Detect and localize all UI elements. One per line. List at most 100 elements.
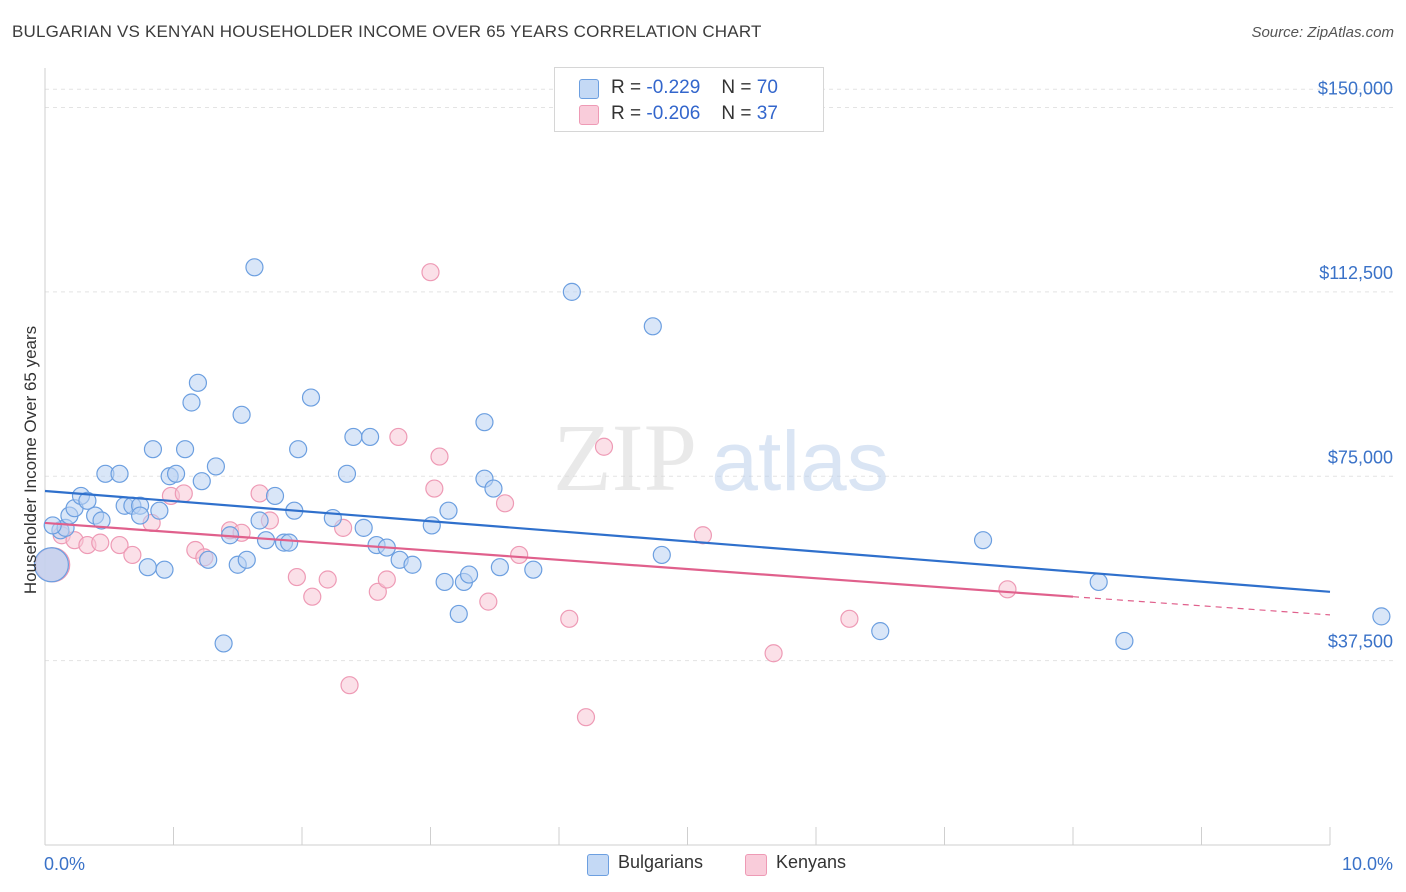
- kenyans-label: Kenyans: [776, 852, 847, 872]
- bulgarian-point: [289, 440, 308, 459]
- watermark-atlas: atlas: [711, 414, 888, 508]
- kenyan-point: [479, 592, 498, 611]
- bulgarian-point: [232, 405, 251, 424]
- bulgarian-point: [33, 547, 70, 583]
- bulgarian-point: [344, 427, 363, 447]
- bulgarian-point: [435, 572, 454, 592]
- y-tick-label: $37,500: [1328, 632, 1393, 652]
- bulgarian-point: [250, 511, 269, 530]
- kenyan-point: [840, 609, 859, 628]
- correlation-legend: R = -0.229 N = 70 R = -0.206 N = 37: [554, 67, 824, 132]
- legend-text-bulgarians: R = -0.229 N = 70: [611, 77, 778, 98]
- trend-line-bulgarians: [44, 489, 1331, 593]
- kenyan-point: [495, 494, 515, 513]
- bulgarian-point: [192, 472, 211, 491]
- bulgarian-point: [459, 565, 479, 584]
- bulgarian-point: [155, 560, 174, 579]
- bulgarian-point: [182, 393, 201, 412]
- bulgarian-point: [130, 506, 150, 525]
- watermark-zip: ZIP: [553, 404, 697, 511]
- bulgarian-point: [199, 550, 218, 569]
- bulgarian-point: [150, 501, 169, 520]
- x-tick-label-min: 0.0%: [44, 854, 85, 874]
- bulgarian-point: [301, 388, 321, 407]
- kenyan-point: [510, 545, 529, 565]
- axes: [44, 68, 1331, 846]
- bulgarian-point: [484, 479, 503, 498]
- bulgarian-point: [361, 427, 380, 447]
- series-bulgarians: [33, 258, 1391, 653]
- kenyan-point: [303, 587, 322, 606]
- chart-title: BULGARIAN VS KENYAN HOUSEHOLDER INCOME O…: [12, 22, 762, 41]
- bulgarian-point: [138, 558, 157, 577]
- legend-swatch-bulgarians: [579, 79, 599, 99]
- kenyan-point: [368, 582, 387, 601]
- kenyan-point: [594, 437, 614, 456]
- bulgarian-point: [214, 634, 233, 653]
- kenyan-point: [560, 609, 579, 628]
- y-axis-label: Householder Income Over 65 years: [21, 325, 40, 595]
- kenyan-point: [287, 567, 306, 587]
- bulgarians-swatch: [587, 854, 609, 876]
- bulgarian-point: [643, 317, 662, 336]
- bulgarian-point: [422, 516, 441, 535]
- kenyan-point: [174, 484, 193, 503]
- y-axis-label-wrap: Householder Income Over 65 years: [16, 300, 46, 620]
- bulgarians-label: Bulgarians: [618, 852, 704, 872]
- bulgarian-point: [439, 501, 458, 520]
- bulgarian-point: [166, 464, 186, 483]
- kenyan-point: [421, 263, 440, 282]
- kenyan-point: [389, 427, 408, 447]
- y-tick-label: $112,500: [1319, 263, 1393, 283]
- bulgarian-point: [337, 464, 357, 483]
- kenyan-point: [318, 570, 337, 589]
- bulgarian-point: [237, 550, 256, 569]
- bulgarian-point: [475, 413, 494, 432]
- grid-lines: [45, 88, 1395, 662]
- kenyan-point: [998, 580, 1017, 599]
- kenyan-point: [693, 526, 713, 545]
- bulgarian-point: [188, 373, 208, 392]
- bulgarian-point: [1372, 607, 1391, 626]
- legend-swatch-kenyans: [579, 105, 599, 125]
- kenyan-point: [250, 484, 269, 503]
- kenyan-point: [764, 644, 783, 663]
- kenyan-point: [576, 708, 596, 727]
- trend-lines: [44, 489, 1331, 616]
- bulgarian-point: [43, 516, 62, 535]
- bulgarian-point: [110, 464, 129, 483]
- kenyan-point: [340, 676, 359, 695]
- watermark: ZIP atlas: [553, 404, 889, 511]
- bulgarian-point: [973, 531, 993, 550]
- bulgarian-point: [354, 518, 373, 537]
- trend-line-kenyans-extension: [1072, 596, 1331, 616]
- bulgarian-point: [265, 486, 285, 506]
- bulgarian-point: [562, 282, 581, 301]
- kenyans-swatch: [745, 854, 767, 876]
- tick-labels: $37,500 $75,000 $112,500 $150,000 0.0% 10.0%: [44, 79, 1393, 875]
- bulgarian-point: [871, 622, 890, 641]
- bulgarian-point: [1089, 572, 1108, 592]
- y-tick-label: $150,000: [1318, 79, 1393, 99]
- x-tick-label-max: 10.0%: [1342, 854, 1393, 874]
- bulgarian-point: [449, 604, 468, 624]
- kenyan-point: [91, 533, 110, 552]
- bulgarian-point: [490, 558, 509, 577]
- bulgarian-point: [175, 440, 195, 459]
- bulgarian-point: [1115, 631, 1134, 651]
- bulgarian-point: [206, 457, 226, 476]
- kenyan-point: [377, 570, 396, 589]
- bulgarian-point: [92, 511, 111, 530]
- kenyan-point: [123, 545, 142, 565]
- bulgarian-point: [280, 533, 299, 552]
- source-label: Source: ZipAtlas.com: [1251, 24, 1394, 41]
- bulgarian-point: [652, 545, 671, 565]
- bulgarian-point: [143, 440, 163, 459]
- bulgarian-point: [403, 555, 422, 574]
- trend-line-kenyans: [44, 521, 1074, 598]
- bulgarian-point: [78, 491, 97, 510]
- legend-text-kenyans: R = -0.206 N = 37: [611, 103, 778, 124]
- kenyan-point: [430, 447, 449, 466]
- kenyan-point: [110, 535, 129, 555]
